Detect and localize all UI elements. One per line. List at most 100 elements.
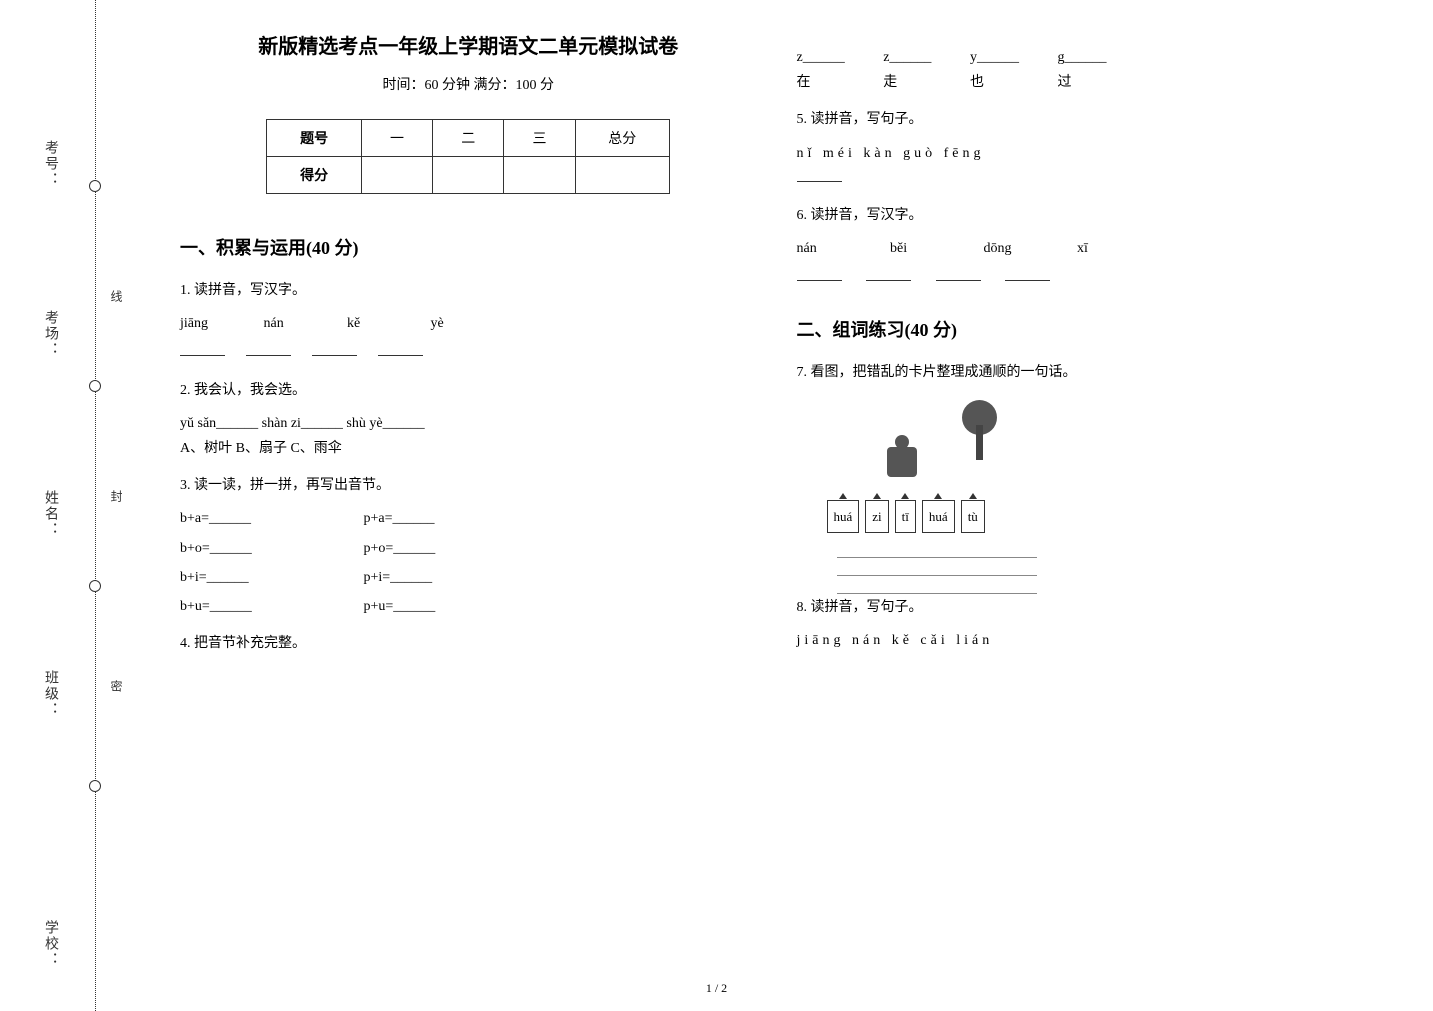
question-options: A、树叶 B、扇子 C、雨伞 xyxy=(180,436,757,461)
binding-hole-icon xyxy=(89,580,101,592)
exam-title: 新版精选考点一年级上学期语文二单元模拟试卷 xyxy=(180,30,757,59)
question-8: 8. 读拼音，写句子。 jiāng nán kě cǎi lián xyxy=(797,595,1374,653)
hanzi-bottom: 过 xyxy=(1057,70,1106,95)
pinyin-top: g______ xyxy=(1057,45,1106,70)
answer-blank[interactable] xyxy=(246,340,291,356)
question-number: 5. xyxy=(797,112,808,127)
question-2: 2. 我会认，我会选。 yǔ sǎn______ shàn zi______ s… xyxy=(180,378,757,462)
score-table: 题号 一 二 三 总分 得分 xyxy=(266,119,670,194)
question-number: 4. xyxy=(180,636,191,651)
question-text: 我会认，我会选。 xyxy=(194,383,306,398)
question-number: 3. xyxy=(180,478,191,493)
score-col: 三 xyxy=(504,120,575,157)
answer-blank[interactable] xyxy=(866,265,911,281)
question-4: 4. 把音节补充完整。 xyxy=(180,631,757,656)
formula-text: b+i=______ xyxy=(180,565,360,590)
question-text: 读拼音，写汉字。 xyxy=(811,208,923,223)
question-text: 看图，把错乱的卡片整理成通顺的一句话。 xyxy=(811,365,1077,380)
binding-hole-icon xyxy=(89,780,101,792)
score-cell xyxy=(504,157,575,194)
pinyin-pair: g______ 过 xyxy=(1057,45,1106,95)
question-6: 6. 读拼音，写汉字。 nán běi dōng xī xyxy=(797,203,1374,291)
label-exam-number: 考号： xyxy=(40,140,60,188)
pinyin-top: y______ xyxy=(970,45,1019,70)
question-3: 3. 读一读，拼一拼，再写出音节。 b+a=______ p+a=______ … xyxy=(180,473,757,619)
score-cell xyxy=(361,157,432,194)
question-number: 1. xyxy=(180,283,191,298)
formula-text: b+u=______ xyxy=(180,594,360,619)
pinyin-card: tù xyxy=(961,500,985,533)
formula-text: b+o=______ xyxy=(180,536,360,561)
formula-text: p+a=______ xyxy=(364,506,544,531)
question-text: 读拼音，写汉字。 xyxy=(194,283,306,298)
tree-icon xyxy=(957,400,1002,460)
answer-blank[interactable] xyxy=(180,340,225,356)
question-number: 2. xyxy=(180,383,191,398)
score-cell xyxy=(575,157,669,194)
page-number: 1 / 2 xyxy=(706,981,727,996)
pinyin-card: tī xyxy=(895,500,916,533)
question-4-content: z______ 在 z______ 走 y______ 也 g______ 过 xyxy=(797,45,1374,95)
question-number: 6. xyxy=(797,208,808,223)
pinyin-text: xī xyxy=(1077,236,1167,261)
pinyin-text: kě xyxy=(347,311,427,336)
label-exam-room: 考场： xyxy=(40,310,60,358)
pinyin-text: běi xyxy=(890,236,980,261)
score-col: 总分 xyxy=(575,120,669,157)
writing-lines[interactable] xyxy=(837,540,1037,594)
pinyin-card: huá xyxy=(827,500,860,533)
formula-text: p+i=______ xyxy=(364,565,544,590)
answer-blank[interactable] xyxy=(1005,265,1050,281)
main-content: 新版精选考点一年级上学期语文二单元模拟试卷 时间：60 分钟 满分：100 分 … xyxy=(130,0,1433,1011)
card-row: huá zi tī huá tù xyxy=(827,500,985,533)
question-1: 1. 读拼音，写汉字。 jiāng nán kě yè xyxy=(180,278,757,366)
hanzi-bottom: 走 xyxy=(883,70,931,95)
pinyin-top: z______ xyxy=(797,45,845,70)
score-row-label: 题号 xyxy=(267,120,361,157)
pinyin-text: nán xyxy=(797,236,887,261)
pinyin-text: yè xyxy=(431,311,511,336)
label-school: 学校： xyxy=(40,920,60,968)
left-column: 新版精选考点一年级上学期语文二单元模拟试卷 时间：60 分钟 满分：100 分 … xyxy=(160,30,777,1001)
exam-subtitle: 时间：60 分钟 满分：100 分 xyxy=(180,74,757,94)
seal-text-line: 线 xyxy=(108,290,125,302)
pinyin-card: zi xyxy=(865,500,888,533)
dotted-binding-line xyxy=(95,0,96,1011)
binding-margin: 考号： 考场： 姓名： 班级： 学校： 线 封 密 xyxy=(0,0,130,1011)
answer-blank[interactable] xyxy=(797,265,842,281)
question-text: 读一读，拼一拼，再写出音节。 xyxy=(194,478,390,493)
seal-text-seal: 封 xyxy=(108,490,125,502)
formula-text: b+a=______ xyxy=(180,506,360,531)
question-text: 把音节补充完整。 xyxy=(194,636,306,651)
question-text: 读拼音，写句子。 xyxy=(811,600,923,615)
pinyin-card: huá xyxy=(922,500,955,533)
answer-blank[interactable] xyxy=(936,265,981,281)
question-7: 7. 看图，把错乱的卡片整理成通顺的一句话。 huá zi tī huá tù xyxy=(797,360,1374,580)
section-1-heading: 一、积累与运用(40 分) xyxy=(180,234,757,260)
seal-text-secret: 密 xyxy=(108,680,125,692)
pinyin-text: dōng xyxy=(984,236,1074,261)
answer-blank[interactable] xyxy=(378,340,423,356)
pinyin-sentence: nǐ méi kàn guò fēng xyxy=(797,141,1374,166)
question-line: yǔ sǎn______ shàn zi______ shù yè______ xyxy=(180,411,757,436)
label-class: 班级： xyxy=(40,670,60,718)
formula-text: p+o=______ xyxy=(364,536,544,561)
person-icon xyxy=(877,435,927,495)
pinyin-pair: z______ 走 xyxy=(883,45,931,95)
pinyin-top: z______ xyxy=(883,45,931,70)
answer-blank[interactable] xyxy=(312,340,357,356)
label-name: 姓名： xyxy=(40,490,60,538)
section-2-heading: 二、组词练习(40 分) xyxy=(797,316,1374,342)
question-text: 读拼音，写句子。 xyxy=(811,112,923,127)
question-number: 7. xyxy=(797,365,808,380)
formula-text: p+u=______ xyxy=(364,594,544,619)
binding-hole-icon xyxy=(89,380,101,392)
pinyin-pair: z______ 在 xyxy=(797,45,845,95)
binding-hole-icon xyxy=(89,180,101,192)
score-col: 一 xyxy=(361,120,432,157)
hanzi-bottom: 也 xyxy=(970,70,1019,95)
score-row-label: 得分 xyxy=(267,157,361,194)
answer-blank[interactable] xyxy=(797,166,842,182)
pinyin-text: nán xyxy=(264,311,344,336)
pinyin-pair: y______ 也 xyxy=(970,45,1019,95)
